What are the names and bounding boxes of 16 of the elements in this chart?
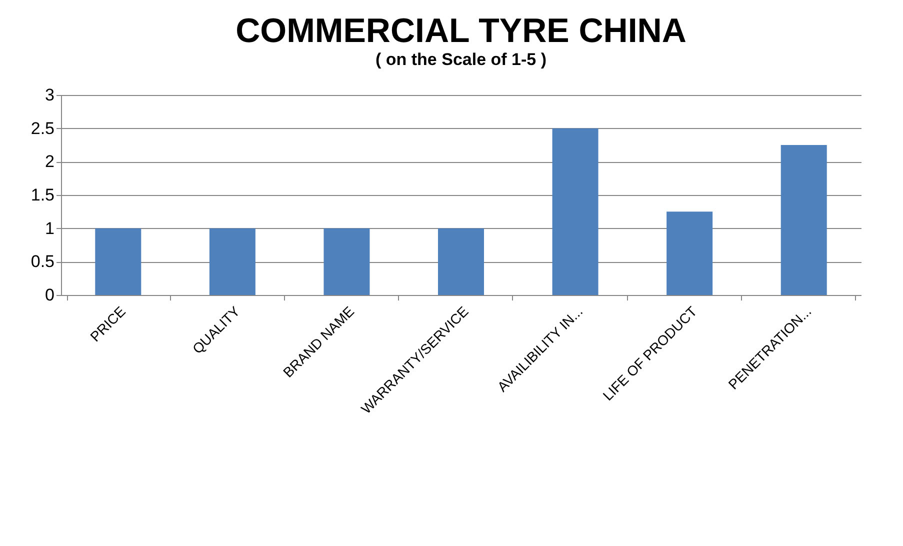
y-tick-label: 1 (45, 218, 54, 238)
bar (438, 228, 484, 295)
y-tick-label: 3 (45, 86, 54, 104)
bar (324, 228, 370, 295)
y-tick-label: 0.5 (30, 252, 54, 272)
chart-title: COMMERCIAL TYRE CHINA (236, 12, 686, 50)
y-tick-label: 2.5 (30, 118, 54, 138)
bar (209, 228, 256, 295)
bar (780, 145, 827, 295)
y-tick-label: 2 (45, 152, 54, 172)
chart-subtitle: ( on the Scale of 1-5 ) (376, 50, 546, 69)
bar (95, 228, 142, 295)
y-tick-label: 0 (45, 286, 54, 304)
bar (552, 128, 598, 295)
bar (666, 212, 713, 295)
y-tick-label: 1.5 (30, 186, 54, 204)
